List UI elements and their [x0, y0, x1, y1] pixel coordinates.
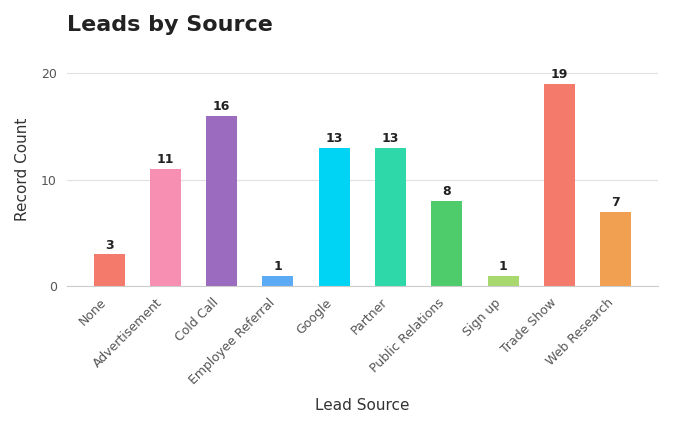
Bar [431, 201, 462, 286]
Bar [262, 276, 293, 286]
Bar [544, 84, 575, 286]
Text: 3: 3 [105, 239, 113, 252]
Text: 16: 16 [213, 100, 230, 113]
Text: 8: 8 [442, 185, 451, 199]
Bar [375, 148, 406, 286]
Text: 1: 1 [273, 260, 282, 273]
Text: 7: 7 [611, 196, 620, 209]
Text: 13: 13 [326, 132, 343, 145]
X-axis label: Lead Source: Lead Source [315, 398, 410, 413]
Text: 1: 1 [499, 260, 507, 273]
Bar [488, 276, 519, 286]
Text: 11: 11 [157, 154, 174, 166]
Bar [600, 212, 631, 286]
Text: Leads by Source: Leads by Source [67, 15, 273, 35]
Y-axis label: Record Count: Record Count [15, 117, 30, 221]
Text: 19: 19 [551, 68, 568, 81]
Bar [319, 148, 350, 286]
Bar [150, 169, 181, 286]
Bar [206, 116, 237, 286]
Text: 13: 13 [382, 132, 399, 145]
Bar [94, 254, 125, 286]
